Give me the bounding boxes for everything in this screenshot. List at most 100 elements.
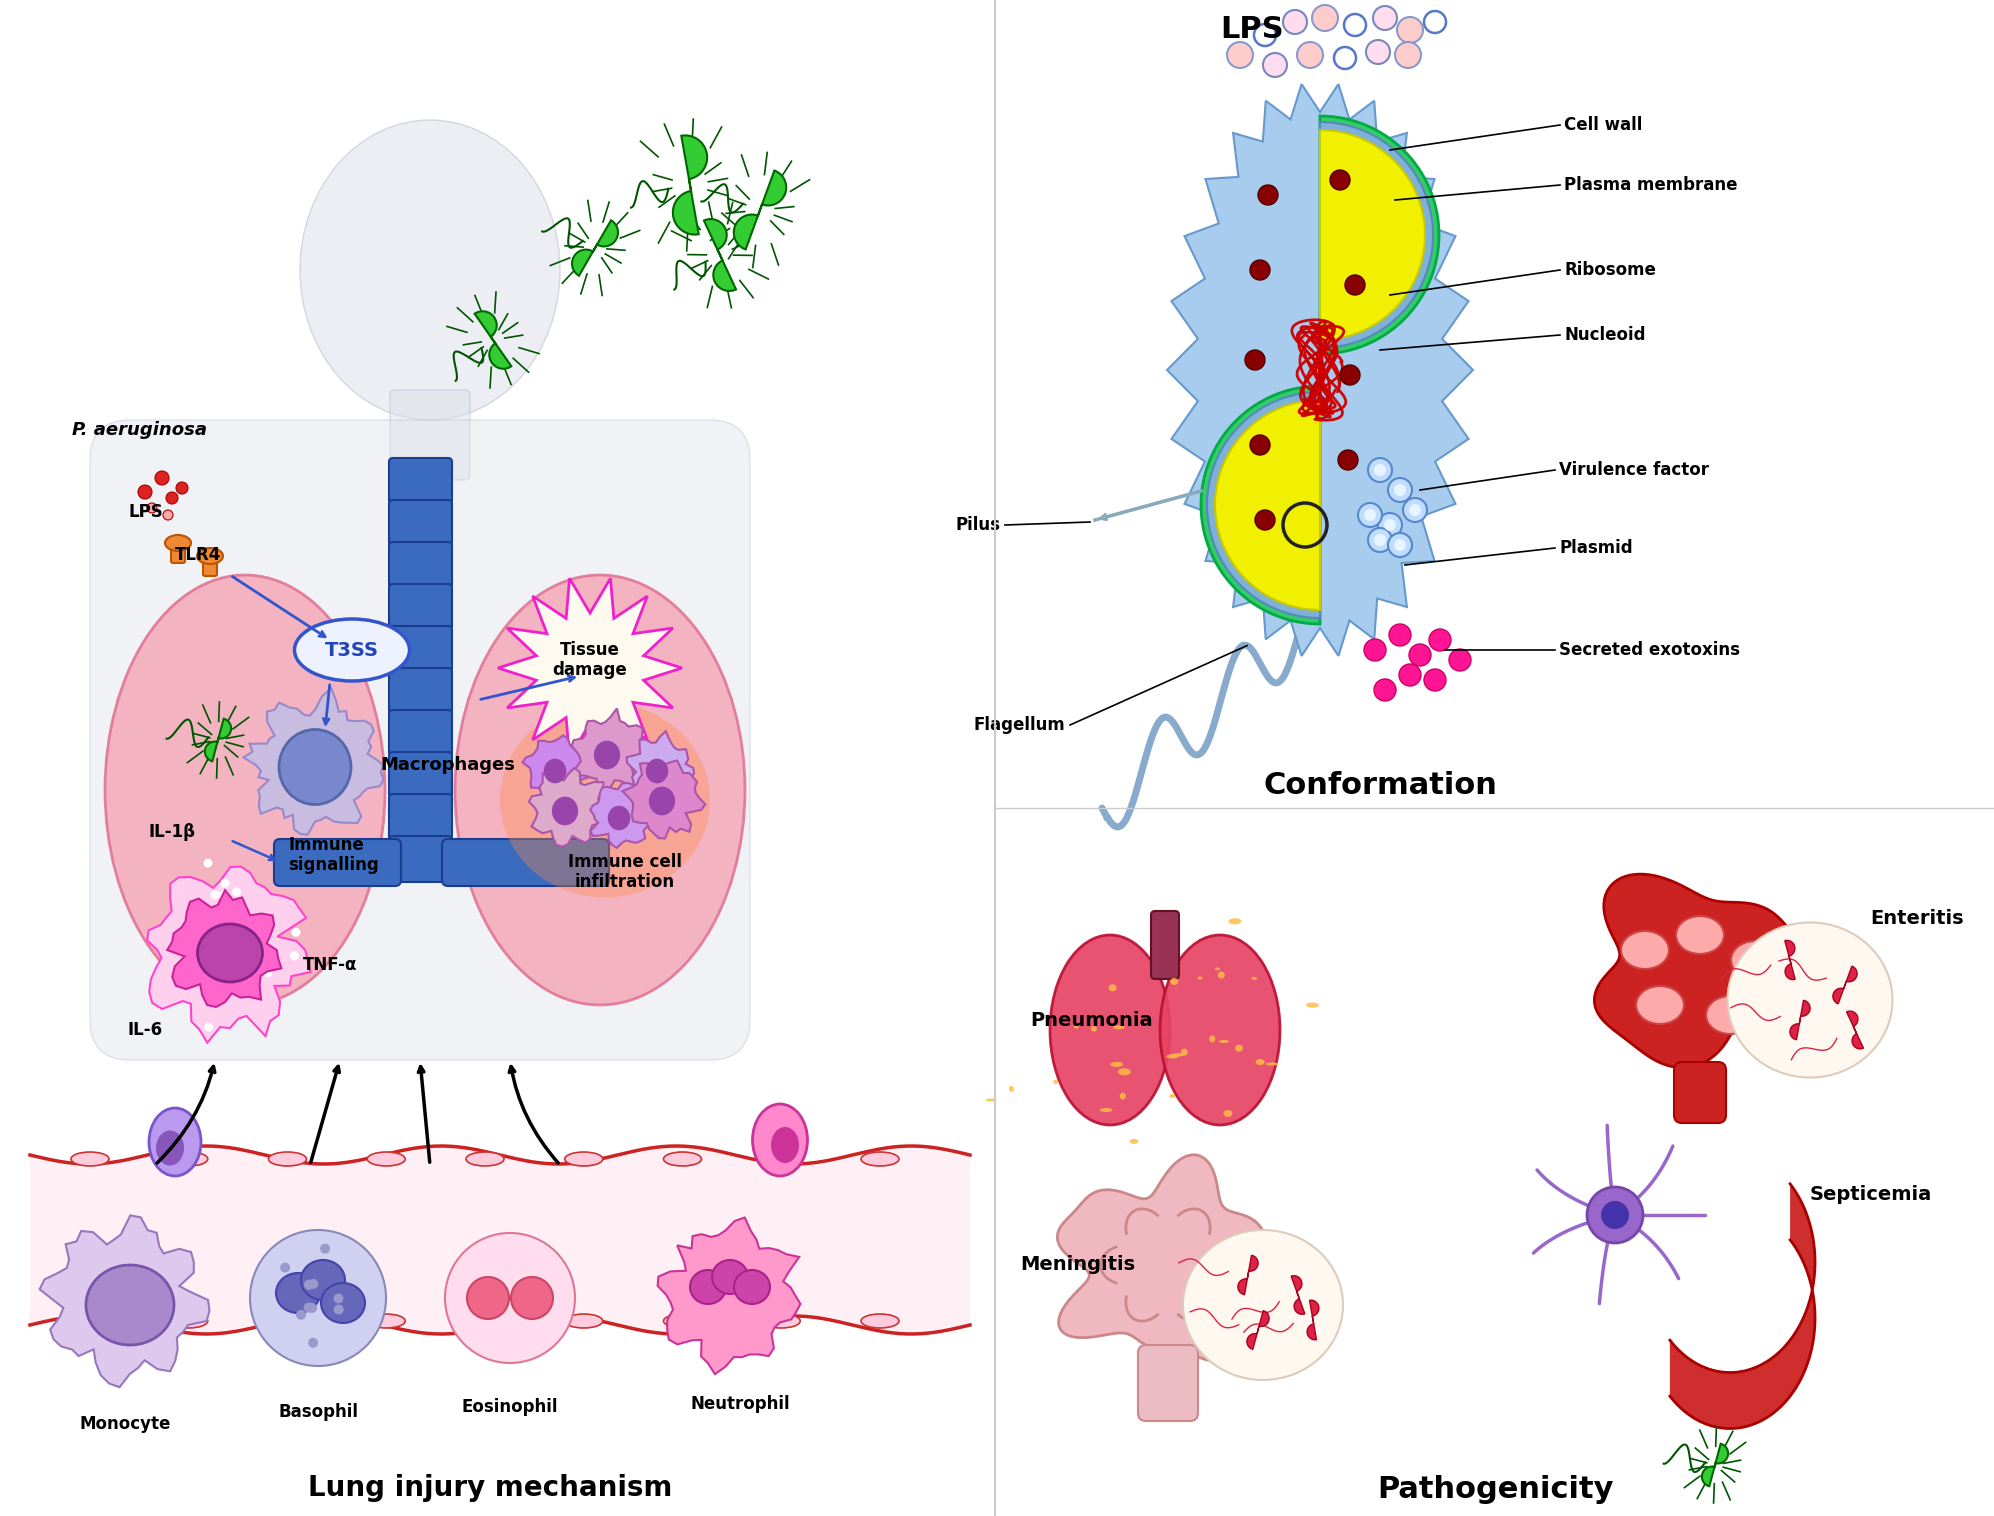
Ellipse shape — [1621, 931, 1669, 969]
Circle shape — [203, 1023, 213, 1031]
Ellipse shape — [1113, 1025, 1125, 1029]
Ellipse shape — [564, 1314, 602, 1328]
Circle shape — [1250, 435, 1270, 455]
FancyBboxPatch shape — [389, 835, 453, 882]
Ellipse shape — [197, 547, 223, 564]
Text: Ribosome: Ribosome — [1563, 261, 1655, 279]
Ellipse shape — [86, 1264, 173, 1345]
Ellipse shape — [1635, 985, 1685, 1023]
Circle shape — [1390, 625, 1412, 646]
Circle shape — [1378, 512, 1402, 537]
Ellipse shape — [1111, 1061, 1123, 1067]
Polygon shape — [498, 578, 682, 758]
Text: Secreted exotoxins: Secreted exotoxins — [1559, 641, 1741, 659]
Text: Immune cell
infiltration: Immune cell infiltration — [568, 852, 682, 891]
Circle shape — [1396, 42, 1422, 68]
Ellipse shape — [455, 575, 746, 1005]
Ellipse shape — [1224, 1110, 1232, 1117]
Ellipse shape — [269, 1314, 307, 1328]
Text: LPS: LPS — [1220, 15, 1284, 44]
Ellipse shape — [1218, 972, 1224, 978]
Circle shape — [219, 890, 227, 899]
Text: Meningitis: Meningitis — [1021, 1255, 1135, 1275]
Circle shape — [1587, 1187, 1643, 1243]
Circle shape — [1244, 350, 1264, 370]
Ellipse shape — [72, 1314, 110, 1328]
Ellipse shape — [772, 1126, 800, 1163]
Polygon shape — [1214, 130, 1426, 609]
Ellipse shape — [1119, 1069, 1131, 1075]
Ellipse shape — [1182, 1229, 1344, 1380]
Text: Septicemia: Septicemia — [1811, 1186, 1932, 1205]
Circle shape — [1366, 39, 1390, 64]
FancyBboxPatch shape — [203, 553, 217, 576]
Circle shape — [333, 1293, 343, 1304]
Polygon shape — [205, 719, 231, 761]
Polygon shape — [658, 1217, 800, 1373]
Ellipse shape — [467, 1276, 508, 1319]
Ellipse shape — [1121, 1093, 1127, 1099]
Circle shape — [221, 961, 231, 970]
Polygon shape — [1595, 875, 1836, 1067]
Ellipse shape — [1166, 1055, 1178, 1058]
Ellipse shape — [467, 1152, 504, 1166]
Ellipse shape — [734, 1270, 770, 1304]
Circle shape — [241, 935, 251, 944]
Ellipse shape — [648, 787, 676, 816]
Text: Monocyte: Monocyte — [80, 1414, 171, 1433]
Ellipse shape — [594, 741, 620, 769]
Ellipse shape — [608, 805, 630, 831]
Text: Flagellum: Flagellum — [973, 716, 1065, 734]
Ellipse shape — [169, 1314, 207, 1328]
Circle shape — [1368, 528, 1392, 552]
Polygon shape — [1057, 1155, 1292, 1361]
Circle shape — [1424, 669, 1446, 691]
Ellipse shape — [1180, 1049, 1188, 1055]
Ellipse shape — [1161, 935, 1280, 1125]
Text: Pneumonia: Pneumonia — [1031, 1011, 1153, 1029]
Circle shape — [175, 482, 187, 494]
Ellipse shape — [544, 758, 566, 784]
Text: Virulence factor: Virulence factor — [1559, 461, 1709, 479]
Circle shape — [1601, 1201, 1629, 1229]
Ellipse shape — [156, 1131, 183, 1166]
Circle shape — [303, 1302, 313, 1313]
Circle shape — [321, 1243, 331, 1254]
Ellipse shape — [1218, 1040, 1228, 1043]
Polygon shape — [572, 220, 618, 276]
FancyBboxPatch shape — [389, 709, 453, 756]
Circle shape — [209, 890, 219, 899]
Circle shape — [1374, 6, 1398, 30]
Polygon shape — [1200, 117, 1440, 625]
Ellipse shape — [861, 1314, 899, 1328]
Ellipse shape — [301, 1260, 345, 1301]
Circle shape — [1364, 640, 1386, 661]
Ellipse shape — [1075, 1026, 1079, 1028]
Circle shape — [1384, 518, 1396, 531]
Circle shape — [333, 1304, 343, 1314]
Text: Tissue
damage: Tissue damage — [552, 641, 628, 679]
FancyBboxPatch shape — [1139, 1345, 1198, 1420]
Ellipse shape — [299, 120, 560, 420]
Circle shape — [1254, 509, 1274, 531]
Circle shape — [1262, 53, 1286, 77]
FancyBboxPatch shape — [389, 458, 453, 503]
Polygon shape — [1308, 1301, 1318, 1340]
Text: Immune
signalling: Immune signalling — [287, 835, 379, 875]
Ellipse shape — [1727, 923, 1892, 1078]
Circle shape — [1410, 503, 1422, 515]
Ellipse shape — [166, 535, 191, 550]
Ellipse shape — [197, 923, 263, 982]
Ellipse shape — [1176, 1054, 1180, 1057]
Circle shape — [1364, 509, 1376, 522]
Polygon shape — [1785, 940, 1795, 979]
Polygon shape — [672, 135, 708, 235]
Circle shape — [231, 887, 241, 896]
Circle shape — [187, 946, 195, 955]
Ellipse shape — [552, 796, 578, 825]
Text: TNF-α: TNF-α — [303, 957, 357, 973]
Ellipse shape — [1228, 919, 1242, 925]
Circle shape — [1258, 185, 1278, 205]
Polygon shape — [704, 220, 736, 291]
Ellipse shape — [1099, 1108, 1113, 1113]
